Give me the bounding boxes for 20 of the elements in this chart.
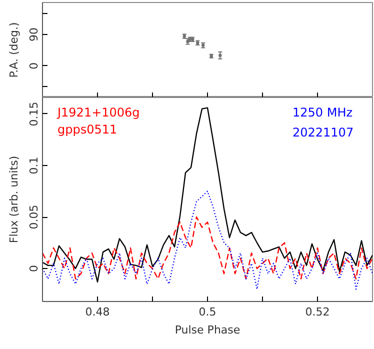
annotation: J1921+1006g: [56, 106, 140, 120]
point: [218, 54, 222, 57]
y-tick-label: 0: [28, 62, 40, 70]
line-series: [42, 190, 372, 290]
y-axis-title: P.A. (deg.): [8, 22, 20, 78]
y-tick-label: 0.15: [28, 102, 40, 126]
annotation: 1250 MHz: [292, 106, 353, 120]
y-tick-label: 90: [28, 28, 40, 42]
x-axis-title: Pulse Phase: [174, 324, 240, 336]
annotation: gpps0511: [58, 122, 118, 136]
y-tick-label: 0: [28, 265, 40, 272]
y-tick-label: 0.1: [28, 156, 40, 174]
x-tick-label: 0.5: [198, 306, 216, 318]
annotation: 20221107: [292, 126, 354, 140]
y-axis-title: Flux (arb. units): [8, 156, 20, 244]
x-tick-label: 0.48: [85, 306, 110, 318]
line-series: [42, 216, 372, 280]
line-series: [42, 107, 372, 283]
x-tick-label: 0.52: [305, 306, 330, 318]
y-tick-label: 0.05: [28, 204, 40, 230]
